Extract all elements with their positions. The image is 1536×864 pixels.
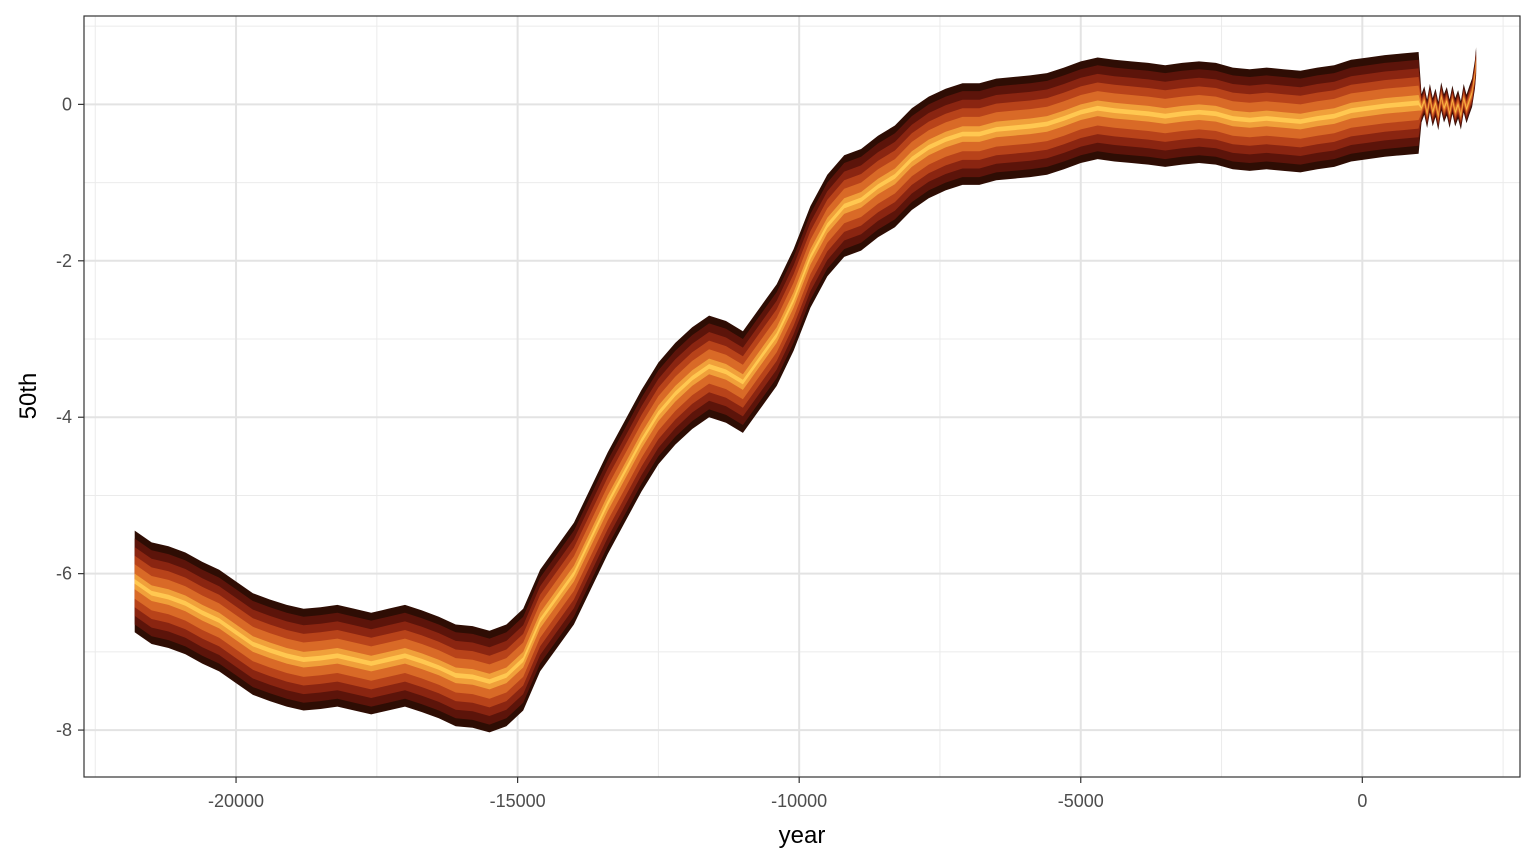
panel-border [83,15,1521,778]
x-axis: -20000 -15000 -10000 -5000 0 [208,777,1367,811]
x-axis-title: year [779,822,826,849]
y-tick-label: -6 [56,564,72,584]
y-axis: -8 -6 -4 -2 0 [56,94,84,740]
fan-bands [134,47,1477,733]
x-tick-label: -15000 [490,791,546,811]
y-tick-label: -2 [56,251,72,271]
y-axis-title: 50th [15,373,42,420]
y-tick-label: -8 [56,720,72,740]
y-tick-label: 0 [62,94,72,114]
x-tick-label: 0 [1357,791,1367,811]
y-tick-label: -4 [56,407,72,427]
x-tick-label: -5000 [1058,791,1104,811]
x-tick-label: -20000 [208,791,264,811]
x-tick-label: -10000 [771,791,827,811]
